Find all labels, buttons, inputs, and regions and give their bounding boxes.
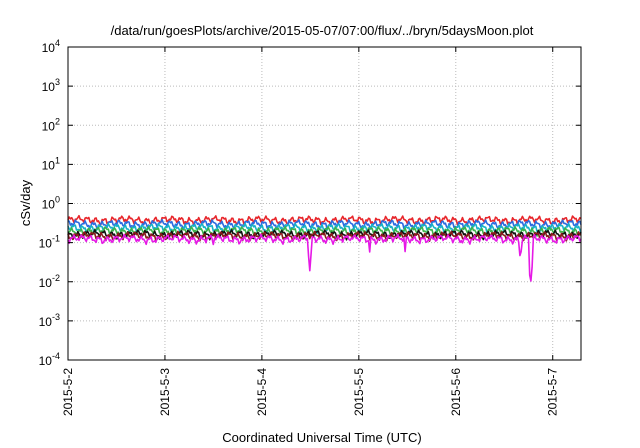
x-axis: 2015-5-2 2015-5-3 2015-5-4 2015-5-5 2015-5-6… — [61, 47, 560, 416]
y-tick-label: 102 — [42, 116, 60, 133]
y-tick-base: 10 — [39, 315, 53, 329]
y-tick-base: 10 — [42, 158, 56, 172]
y-tick-base: 10 — [39, 354, 53, 368]
series-line — [67, 233, 582, 282]
y-tick-base: 10 — [42, 198, 56, 212]
x-axis-label: Coordinated Universal Time (UTC) — [222, 430, 421, 445]
y-tick-label: 104 — [42, 38, 60, 55]
series-line — [67, 229, 582, 241]
y-tick-exponent: 0 — [55, 195, 60, 205]
y-tick-base: 10 — [42, 41, 56, 55]
x-tick-label: 2015-5-2 — [61, 368, 75, 416]
y-tick-exponent: -3 — [52, 312, 60, 322]
y-tick-exponent: -4 — [52, 351, 60, 361]
series-line — [67, 230, 582, 242]
y-tick-base: 10 — [39, 276, 53, 290]
y-tick-label: 10-4 — [39, 351, 60, 368]
y-tick-label: 10-2 — [39, 273, 60, 290]
x-tick-label: 2015-5-7 — [546, 368, 560, 416]
y-tick-exponent: 3 — [55, 77, 60, 87]
y-tick-exponent: 4 — [55, 38, 60, 48]
y-tick-base: 10 — [42, 119, 56, 133]
x-tick-label: 2015-5-6 — [449, 368, 463, 416]
plot-frame — [67, 46, 582, 361]
y-tick-label: 10-1 — [39, 234, 60, 251]
chart-title: /data/run/goesPlots/archive/2015-05-07/0… — [111, 23, 534, 38]
y-tick-base: 10 — [42, 80, 56, 94]
y-tick-exponent: -1 — [52, 234, 60, 244]
y-tick-label: 103 — [42, 77, 60, 94]
series-group — [67, 214, 582, 282]
y-tick-label: 100 — [42, 195, 60, 212]
y-tick-label: 101 — [42, 155, 60, 172]
x-tick-label: 2015-5-5 — [352, 368, 366, 416]
y-tick-exponent: 1 — [55, 155, 60, 165]
y-tick-exponent: -2 — [52, 273, 60, 283]
grid — [67, 46, 581, 361]
x-tick-label: 2015-5-3 — [158, 368, 172, 416]
x-tick-label: 2015-5-4 — [255, 368, 269, 416]
y-tick-exponent: 2 — [55, 116, 60, 126]
y-tick-label: 10-3 — [39, 312, 60, 329]
series-line — [67, 218, 582, 231]
y-axis-label: cSv/day — [18, 179, 33, 226]
y-tick-base: 10 — [39, 237, 53, 251]
